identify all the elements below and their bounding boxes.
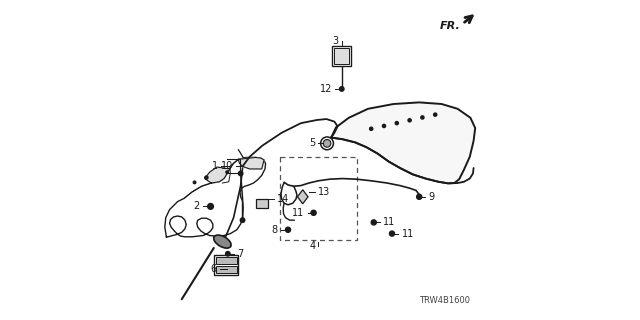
Ellipse shape — [214, 235, 231, 248]
Circle shape — [205, 176, 208, 179]
Text: 11: 11 — [402, 228, 414, 239]
Circle shape — [396, 122, 399, 125]
Circle shape — [240, 218, 245, 222]
Circle shape — [226, 171, 228, 173]
Circle shape — [323, 140, 331, 147]
Text: 10: 10 — [221, 161, 233, 172]
Circle shape — [339, 87, 344, 91]
Text: 3: 3 — [332, 36, 339, 46]
Text: 1: 1 — [211, 161, 218, 172]
Text: 11: 11 — [383, 217, 396, 228]
Circle shape — [207, 204, 214, 209]
Text: 4: 4 — [309, 241, 315, 251]
Text: 13: 13 — [319, 187, 331, 197]
Bar — [216, 266, 237, 273]
Circle shape — [383, 124, 385, 128]
Bar — [334, 48, 349, 64]
Circle shape — [417, 194, 422, 199]
Circle shape — [311, 210, 316, 215]
Bar — [280, 157, 357, 240]
Polygon shape — [298, 190, 308, 204]
Text: FR.: FR. — [440, 20, 461, 31]
Text: 2: 2 — [193, 201, 200, 212]
Text: 5: 5 — [309, 138, 315, 148]
Circle shape — [421, 116, 424, 119]
Text: TRW4B1600: TRW4B1600 — [419, 296, 470, 305]
Bar — [214, 255, 239, 275]
Circle shape — [408, 119, 412, 122]
Circle shape — [370, 127, 373, 130]
Polygon shape — [205, 167, 230, 183]
Text: 8: 8 — [271, 225, 278, 235]
Polygon shape — [239, 157, 264, 169]
Bar — [256, 199, 268, 208]
Text: 14: 14 — [277, 194, 289, 204]
Polygon shape — [332, 102, 475, 183]
Circle shape — [193, 181, 196, 184]
Circle shape — [321, 137, 333, 150]
Text: 11: 11 — [292, 208, 305, 218]
Circle shape — [285, 227, 291, 232]
Text: 12: 12 — [320, 84, 332, 94]
Text: 6: 6 — [211, 264, 217, 274]
Circle shape — [371, 220, 376, 225]
Bar — [332, 46, 351, 66]
Circle shape — [238, 171, 243, 176]
Text: 9: 9 — [428, 192, 435, 202]
Circle shape — [434, 113, 437, 116]
Circle shape — [226, 252, 230, 256]
Text: 7: 7 — [237, 249, 243, 259]
Circle shape — [389, 231, 394, 236]
Bar — [216, 257, 237, 264]
